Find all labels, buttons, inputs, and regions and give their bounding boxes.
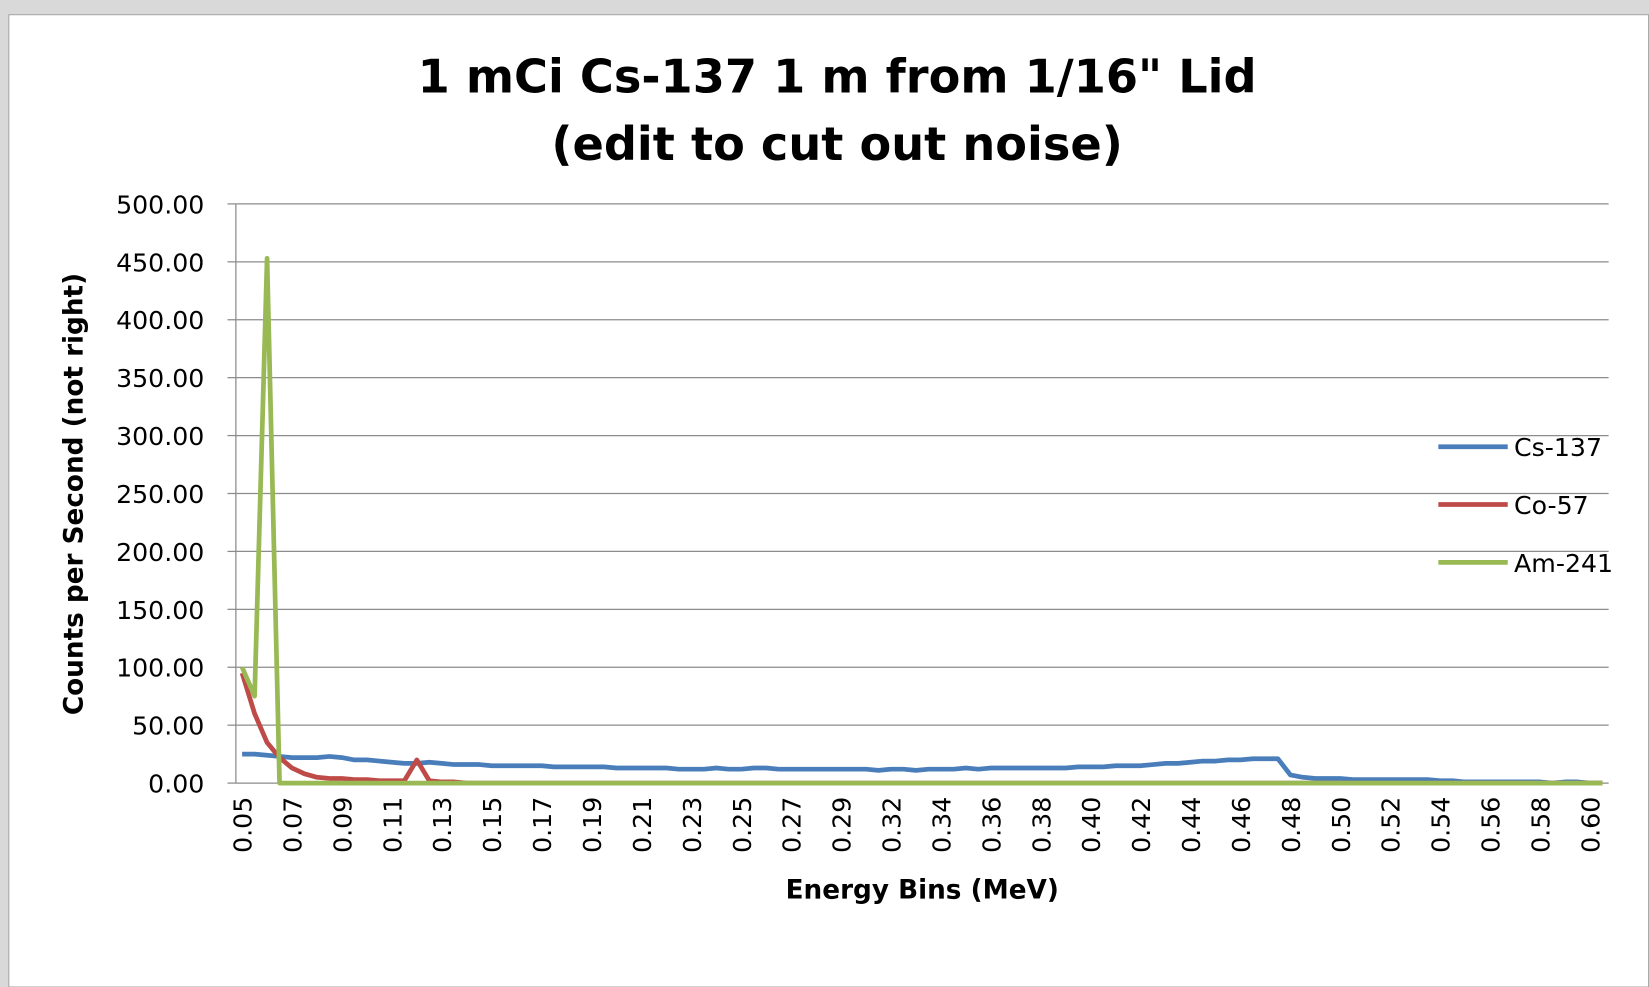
x-axis-label: Energy Bins (MeV) — [786, 876, 1059, 906]
x-tick-label: 0.46 — [1227, 797, 1256, 853]
x-tick-label: 0.36 — [977, 797, 1006, 853]
x-tick-label: 0.52 — [1377, 797, 1406, 853]
x-tick-label: 0.56 — [1477, 797, 1506, 853]
y-tick-label: 0.00 — [148, 770, 204, 799]
x-tick-label: 0.48 — [1277, 797, 1306, 853]
y-tick-label: 100.00 — [116, 654, 204, 683]
chart-area — [8, 14, 1649, 987]
x-tick-label: 0.60 — [1576, 797, 1605, 853]
chart-title: (edit to cut out noise) — [551, 117, 1123, 171]
x-tick-label: 0.11 — [378, 797, 407, 853]
legend-label: Am-241 — [1514, 549, 1613, 578]
x-tick-label: 0.07 — [278, 797, 307, 853]
y-tick-label: 50.00 — [132, 712, 204, 741]
x-tick-label: 0.54 — [1427, 797, 1456, 853]
x-tick-label: 0.05 — [229, 797, 258, 853]
series-line — [239, 255, 1603, 786]
legend-label: Co-57 — [1514, 491, 1589, 520]
x-tick-label: 0.29 — [828, 797, 857, 853]
y-tick-label: 250.00 — [116, 480, 204, 509]
x-tick-label: 0.44 — [1177, 797, 1206, 853]
x-tick-label: 0.42 — [1127, 797, 1156, 853]
x-tick-label: 0.23 — [678, 797, 707, 853]
y-tick-label: 300.00 — [116, 422, 204, 451]
x-tick-label: 0.27 — [778, 797, 807, 853]
x-tick-label: 0.38 — [1027, 797, 1056, 853]
x-tick-label: 0.15 — [478, 797, 507, 853]
x-tick-label: 0.34 — [927, 797, 956, 853]
x-tick-label: 0.32 — [878, 797, 907, 853]
x-tick-label: 0.25 — [728, 797, 757, 853]
y-tick-label: 350.00 — [116, 364, 204, 393]
series-line — [242, 751, 1603, 786]
x-tick-label: 0.19 — [578, 797, 607, 853]
x-tick-label: 0.21 — [628, 797, 657, 853]
y-tick-label: 450.00 — [116, 248, 204, 277]
x-tick-label: 0.58 — [1526, 797, 1555, 853]
y-tick-label: 150.00 — [116, 596, 204, 625]
chart-title: 1 mCi Cs-137 1 m from 1/16" Lid — [418, 49, 1257, 103]
x-tick-label: 0.40 — [1077, 797, 1106, 853]
x-tick-label: 0.09 — [328, 797, 357, 853]
y-tick-label: 500.00 — [116, 190, 204, 219]
legend-label: Cs-137 — [1514, 433, 1602, 462]
x-tick-label: 0.50 — [1327, 797, 1356, 853]
y-axis-label: Counts per Second (not right) — [59, 273, 89, 715]
x-tick-label: 0.13 — [428, 797, 457, 853]
x-tick-label: 0.17 — [528, 797, 557, 853]
y-tick-label: 200.00 — [116, 538, 204, 567]
y-tick-label: 400.00 — [116, 306, 204, 335]
